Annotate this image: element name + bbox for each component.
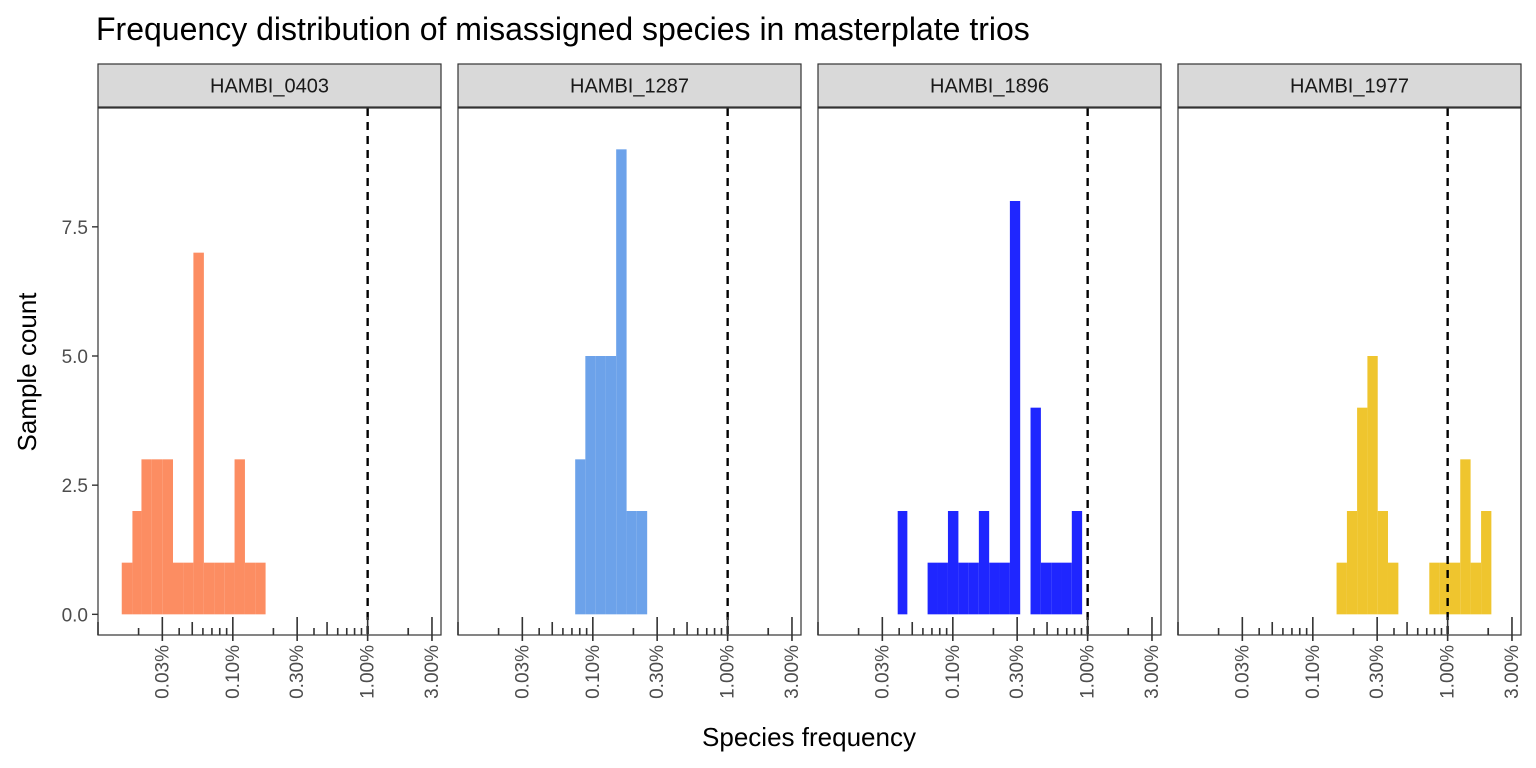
histogram-bar — [937, 562, 948, 615]
histogram-bar — [1460, 459, 1471, 615]
histogram-bar — [244, 562, 256, 615]
histogram-bar — [636, 511, 648, 615]
x-tick-label: 1.00% — [358, 645, 379, 699]
panel-border — [97, 107, 442, 636]
histogram-bar — [626, 511, 637, 615]
x-tick-label: 0.30% — [647, 645, 668, 699]
histogram-bar — [1051, 562, 1062, 615]
histogram-bar — [1429, 562, 1440, 615]
x-tick-label: 3.00% — [1142, 645, 1163, 699]
histogram-bar — [1336, 562, 1347, 615]
x-tick-label: 1.00% — [1078, 645, 1099, 699]
histogram-bar — [173, 562, 184, 615]
facet-strip-label: HAMBI_0403 — [210, 76, 329, 98]
histogram-bar — [132, 511, 142, 615]
histogram-bar — [1357, 407, 1368, 615]
x-tick-label: 1.00% — [1438, 645, 1459, 699]
histogram-bar — [1030, 407, 1041, 615]
x-tick-label: 0.30% — [287, 645, 308, 699]
histogram-bar — [605, 356, 617, 615]
x-tick-label: 0.10% — [583, 645, 604, 699]
histogram-bar — [1367, 356, 1378, 615]
histogram-bar — [151, 459, 163, 615]
histogram-bar — [616, 149, 627, 615]
facet-strip — [97, 63, 442, 108]
histogram-bar — [947, 511, 959, 615]
y-tick-label: 0.0 — [62, 605, 88, 626]
histogram-bar — [224, 562, 235, 615]
x-tick-label: 0.03% — [152, 645, 173, 699]
facet-panel-hambi-0403: HAMBI_0403 0.03% 0.10% 0.30% 1.00% 3.00% — [97, 63, 443, 699]
histogram-bar — [1009, 201, 1021, 615]
histogram-bar — [958, 562, 969, 615]
histogram-bar — [121, 562, 133, 615]
y-axis-title: Sample count — [12, 292, 42, 452]
histogram-bar — [1377, 511, 1388, 615]
histogram-bar — [1387, 562, 1399, 615]
x-tick-label: 0.10% — [223, 645, 244, 699]
x-tick-label: 3.00% — [1502, 645, 1523, 699]
histogram-bar — [183, 562, 194, 615]
x-tick-label: 0.03% — [872, 645, 893, 699]
facet-strip-label: HAMBI_1287 — [570, 76, 689, 98]
x-tick-label: 3.00% — [782, 645, 803, 699]
histogram-bar — [999, 562, 1010, 615]
histogram-bar — [1470, 562, 1482, 615]
x-axis-title: Species frequency — [702, 722, 916, 752]
facet-panel-hambi-1977: HAMBI_1977 0.03% 0.10% 0.30% 1.00% 3.00% — [1177, 63, 1523, 699]
histogram-bar — [897, 511, 908, 615]
histogram-bar — [234, 459, 245, 615]
panel-border — [1177, 107, 1522, 636]
histogram-bar — [193, 252, 204, 615]
histogram-bar — [1346, 511, 1358, 615]
histogram-bar — [1040, 562, 1052, 615]
facet-panel-hambi-1896: HAMBI_1896 0.03% 0.10% 0.30% 1.00% 3.00% — [817, 63, 1163, 699]
x-tick-label: 0.10% — [943, 645, 964, 699]
facet-panel-hambi-1287: HAMBI_1287 0.03% 0.10% 0.30% 1.00% 3.00% — [457, 63, 803, 699]
histogram-bar — [1481, 511, 1492, 615]
histogram-bar — [968, 562, 979, 615]
histogram-bar — [1439, 562, 1450, 615]
histogram-bar — [595, 356, 606, 615]
x-tick-label: 0.30% — [1367, 645, 1388, 699]
facet-strip — [457, 63, 802, 108]
histogram-bar — [575, 459, 586, 615]
histogram-bar — [585, 356, 596, 615]
histogram-bar — [927, 562, 938, 615]
histogram-bar — [255, 562, 266, 615]
histogram-bar — [1061, 562, 1072, 615]
y-tick-label: 7.5 — [62, 218, 88, 239]
x-tick-label: 0.03% — [1232, 645, 1253, 699]
y-tick-label: 5.0 — [62, 347, 88, 368]
histogram-bar — [1071, 511, 1083, 615]
chart-title: Frequency distribution of misassigned sp… — [96, 11, 1030, 47]
y-axis: 0.0 2.5 5.0 7.5 — [62, 218, 98, 626]
x-tick-label: 1.00% — [718, 645, 739, 699]
histogram-bar — [214, 562, 225, 615]
x-tick-label: 0.03% — [512, 645, 533, 699]
histogram-bar — [203, 562, 215, 615]
histogram-bar — [989, 562, 1000, 615]
facet-strip — [1177, 63, 1522, 108]
x-tick-label: 0.30% — [1007, 645, 1028, 699]
facet-strip-label: HAMBI_1896 — [930, 76, 1049, 98]
histogram-bar — [1449, 562, 1461, 615]
panel-border — [457, 107, 802, 636]
histogram-bar — [162, 459, 174, 615]
facet-strip-label: HAMBI_1977 — [1290, 76, 1409, 98]
x-tick-label: 3.00% — [422, 645, 443, 699]
facet-strip — [817, 63, 1162, 108]
y-tick-label: 2.5 — [62, 476, 88, 497]
histogram-bar — [141, 459, 152, 615]
x-tick-label: 0.10% — [1303, 645, 1324, 699]
panel-border — [817, 107, 1162, 636]
histogram-bar — [978, 511, 990, 615]
